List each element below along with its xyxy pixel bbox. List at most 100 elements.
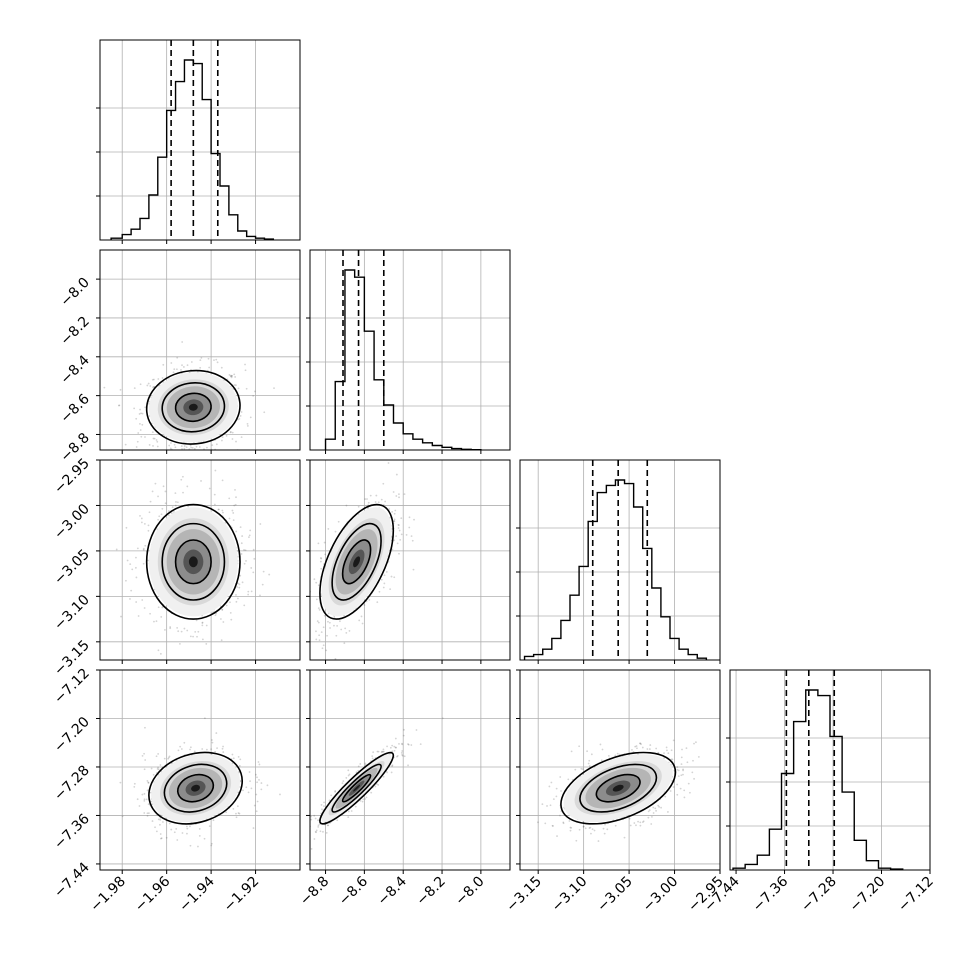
scatter-point xyxy=(235,496,237,499)
scatter-point xyxy=(143,798,146,801)
scatter-point xyxy=(339,620,341,623)
x-tick-label: −8.4 xyxy=(375,873,410,908)
scatter-point xyxy=(156,768,159,770)
scatter-point xyxy=(377,784,380,786)
y-tick-label: −3.05 xyxy=(51,546,93,588)
scatter-point xyxy=(235,812,237,815)
scatter-point xyxy=(134,566,137,569)
scatter-point xyxy=(578,745,581,748)
scatter-point xyxy=(368,598,371,601)
scatter-point xyxy=(133,387,136,390)
scatter-point xyxy=(385,571,388,573)
scatter-point xyxy=(647,810,650,813)
scatter-point xyxy=(315,581,318,584)
scatter-point xyxy=(310,815,313,818)
scatter-point xyxy=(377,501,380,504)
scatter-point xyxy=(300,846,302,848)
scatter-point xyxy=(358,619,361,622)
scatter-point xyxy=(189,746,192,749)
scatter-point xyxy=(390,575,393,578)
scatter-point xyxy=(162,485,165,488)
scatter-point xyxy=(639,821,642,824)
scatter-point xyxy=(680,763,683,766)
scatter-point xyxy=(345,777,348,779)
scatter-point xyxy=(153,378,155,381)
scatter-point xyxy=(206,472,208,474)
scatter-point xyxy=(258,778,260,781)
scatter-point xyxy=(692,759,694,762)
scatter-point xyxy=(198,834,201,837)
scatter-point xyxy=(658,805,661,808)
scatter-point xyxy=(639,824,642,827)
scatter-point xyxy=(376,601,379,604)
scatter-point xyxy=(562,822,565,825)
scatter-point xyxy=(129,563,132,566)
scatter-point xyxy=(193,750,196,753)
scatter-point xyxy=(161,507,164,510)
scatter-point xyxy=(172,371,175,374)
scatter-point xyxy=(237,597,239,600)
scatter-point xyxy=(548,785,551,788)
scatter-point xyxy=(246,422,249,425)
scatter-point xyxy=(396,542,399,545)
scatter-point xyxy=(189,444,192,447)
scatter-point xyxy=(181,447,183,450)
scatter-point xyxy=(334,790,337,793)
scatter-point xyxy=(191,447,194,449)
scatter-point xyxy=(663,752,665,754)
scatter-point xyxy=(180,445,183,448)
scatter-point xyxy=(143,792,146,795)
histogram-panel-0 xyxy=(96,39,301,244)
scatter-point xyxy=(229,431,232,434)
scatter-point xyxy=(161,377,164,379)
scatter-point xyxy=(125,579,127,582)
histogram-panel-2 xyxy=(516,459,721,664)
scatter-point xyxy=(317,824,320,827)
scatter-point xyxy=(383,582,386,585)
scatter-point xyxy=(408,516,411,519)
scatter-point xyxy=(188,453,190,455)
scatter-point xyxy=(263,411,266,414)
panel-frame xyxy=(729,669,931,871)
scatter-point xyxy=(160,616,163,618)
scatter-point xyxy=(403,493,406,496)
scatter-point xyxy=(581,768,584,771)
scatter-point xyxy=(233,384,236,386)
scatter-point xyxy=(322,626,325,629)
scatter-point xyxy=(345,632,348,634)
scatter-point xyxy=(243,549,245,551)
scatter-point xyxy=(255,793,258,796)
scatter-point xyxy=(196,457,198,459)
scatter-point xyxy=(382,750,385,753)
scatter-point xyxy=(248,536,250,539)
x-tick-label: −1.92 xyxy=(221,874,263,916)
scatter-point xyxy=(157,518,160,521)
scatter-point xyxy=(307,826,309,828)
scatter-point xyxy=(199,366,202,369)
scatter-point xyxy=(211,739,213,741)
scatter-point xyxy=(340,628,343,631)
scatter-point xyxy=(143,812,146,814)
x-tick-label: −7.28 xyxy=(798,874,840,916)
scatter-point xyxy=(394,737,397,740)
scatter-point xyxy=(382,586,385,589)
scatter-point xyxy=(156,445,159,448)
scatter-point xyxy=(582,825,585,828)
scatter-point xyxy=(183,627,186,630)
scatter-point xyxy=(247,593,250,596)
scatter-point xyxy=(155,830,158,833)
scatter-point xyxy=(391,750,394,753)
scatter-point xyxy=(151,490,154,493)
pair-panel-0-2 xyxy=(96,459,301,664)
scatter-point xyxy=(133,785,136,788)
density-contour xyxy=(145,369,241,445)
density-cell xyxy=(612,784,624,792)
scatter-point xyxy=(139,408,142,411)
scatter-point xyxy=(401,754,404,757)
scatter-point xyxy=(152,437,155,440)
scatter-point xyxy=(119,781,122,784)
scatter-point xyxy=(203,837,206,840)
scatter-point xyxy=(121,815,124,818)
scatter-point xyxy=(676,766,679,768)
